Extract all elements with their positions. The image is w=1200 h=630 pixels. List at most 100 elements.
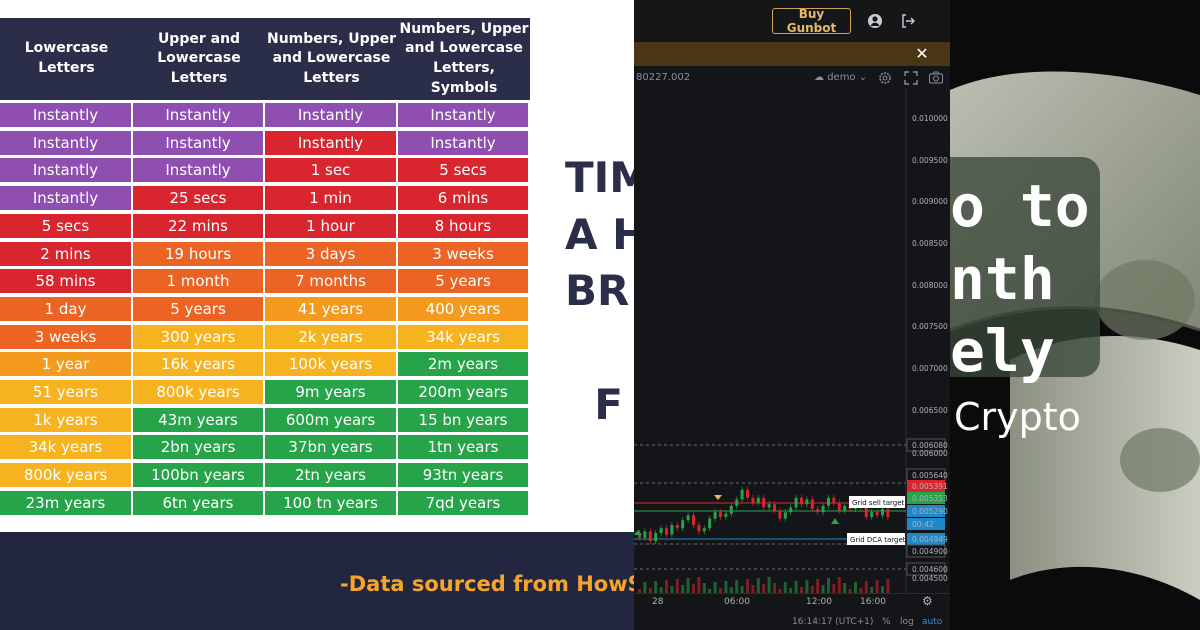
volume-bar — [713, 582, 717, 593]
table-cell: 1 sec — [265, 158, 398, 185]
table-row: 1 day 5 years 41 years 400 years — [0, 296, 530, 323]
table-cell: 100bn years — [133, 463, 265, 490]
table-cell: 34k years — [0, 435, 133, 462]
top-bar — [634, 0, 950, 42]
volume-bar — [816, 579, 820, 593]
candle-body — [702, 528, 706, 532]
candle-body — [692, 515, 695, 525]
partial-title-text: TIM A H BR F — [565, 153, 634, 429]
logout-icon[interactable] — [900, 13, 916, 29]
candle-body — [843, 505, 847, 511]
price-label: 00:42 — [912, 520, 934, 529]
grid-dca-label: Grid DCA target — [850, 536, 906, 544]
camera-icon[interactable] — [928, 70, 944, 86]
table-cell: 34k years — [398, 324, 530, 351]
volume-bar — [762, 584, 766, 593]
chart-status-bar: 16:14:17 (UTC+1) % log auto — [634, 613, 950, 630]
volume-bar — [886, 579, 890, 593]
candle-body — [729, 505, 733, 514]
volume-bar — [881, 586, 884, 593]
grid-sell-tag — [849, 496, 905, 508]
table-cell: Instantly — [398, 130, 530, 157]
table-cell: Instantly — [398, 103, 530, 129]
axis-settings-icon[interactable]: ⚙ — [922, 594, 933, 608]
volume-bar — [810, 586, 814, 593]
column-header: Numbers, Upper and Lowercase Letters — [266, 30, 397, 86]
price-label: 0.005640 — [912, 471, 948, 480]
volume-bar — [697, 577, 701, 593]
table-cell: 2 mins — [0, 241, 133, 268]
price-label: 0.008000 — [912, 281, 948, 290]
price-tag — [907, 492, 945, 504]
data-source-note: -Data sourced from HowSe — [340, 572, 634, 596]
auto-toggle[interactable]: auto — [922, 617, 943, 627]
volume-bar — [665, 580, 668, 593]
volume-bar — [875, 580, 879, 593]
volume-bar — [654, 581, 658, 593]
user-account-icon[interactable] — [867, 13, 883, 29]
candle-body — [864, 507, 868, 517]
buy-marker-icon — [831, 518, 839, 524]
candle-body — [762, 497, 766, 508]
candle-body — [870, 512, 874, 517]
table-cell: 93tn years — [398, 463, 530, 490]
table-cell: 1 min — [265, 186, 398, 213]
table-cell: 7qd years — [398, 490, 530, 517]
table-cell: Instantly — [133, 158, 265, 185]
column-header: Lowercase Letters — [24, 40, 109, 76]
table-cell: 600m years — [265, 407, 398, 434]
trading-chart-panel: Buy Gunbot ✕ 80227.002 ☁ demo ⌄ 0.010000… — [634, 0, 950, 630]
candle-body — [665, 528, 668, 535]
candle-body — [805, 499, 809, 505]
table-cell: 1 month — [133, 269, 265, 296]
table-cell: 43m years — [133, 407, 265, 434]
table-row: Instantly 25 secs 1 min 6 mins — [0, 186, 530, 213]
candle-body — [783, 512, 787, 519]
volume-bar — [681, 585, 685, 593]
volume-bar — [708, 589, 712, 593]
close-icon[interactable]: ✕ — [915, 44, 929, 63]
clock-readout: 16:14:17 (UTC+1) — [792, 617, 874, 627]
volume-bar — [859, 588, 863, 593]
grid-sell-label: Grid sell target — [852, 499, 905, 507]
table-row: 23m years 6tn years 100 tn years 7qd years — [0, 490, 530, 517]
volume-bar — [827, 578, 830, 593]
time-label: 06:00 — [724, 597, 750, 607]
table-cell: 3 weeks — [398, 241, 530, 268]
volume-bar — [821, 585, 825, 593]
table-cell: 3 weeks — [0, 324, 133, 351]
table-cell: 100k years — [265, 352, 398, 379]
volume-bar — [670, 586, 674, 593]
buy-gunbot-button[interactable]: Buy Gunbot — [772, 7, 851, 35]
fullscreen-icon[interactable] — [903, 70, 919, 86]
table-cell: 16k years — [133, 352, 265, 379]
candle-body — [881, 509, 884, 516]
candle-body — [735, 499, 739, 506]
price-label: 0.006500 — [912, 406, 948, 415]
volume-bar — [719, 588, 722, 593]
price-label: 0.010000 — [912, 114, 948, 123]
sell-marker-icon — [714, 495, 722, 500]
mode-selector[interactable]: ☁ demo ⌄ — [814, 72, 868, 83]
table-cell: Instantly — [0, 186, 133, 213]
candle-body — [670, 525, 674, 535]
candle-body — [789, 507, 793, 513]
table-cell: 1 hour — [265, 213, 398, 240]
volume-bar — [675, 579, 679, 593]
candle-body — [886, 509, 890, 517]
settings-gear-icon[interactable] — [877, 70, 893, 86]
candle-body — [800, 497, 803, 505]
table-cell: 5 secs — [398, 158, 530, 185]
price-chart[interactable]: 0.010000 0.009500 0.009000 0.008500 0.008000… — [634, 88, 950, 593]
volume-bar — [789, 588, 793, 593]
percent-toggle[interactable]: % — [882, 617, 891, 627]
table-cell: 5 years — [133, 296, 265, 323]
log-toggle[interactable]: log — [900, 617, 914, 627]
table-cell: 19 hours — [133, 241, 265, 268]
table-cell: 22 mins — [133, 213, 265, 240]
password-crack-infographic: Lowercase Letters Upper and Lowercase Let… — [0, 18, 634, 630]
time-label: 12:00 — [806, 597, 832, 607]
price-tag — [907, 505, 945, 517]
candle-body — [827, 497, 830, 506]
table-header: Lowercase Letters Upper and Lowercase Let… — [0, 18, 530, 100]
